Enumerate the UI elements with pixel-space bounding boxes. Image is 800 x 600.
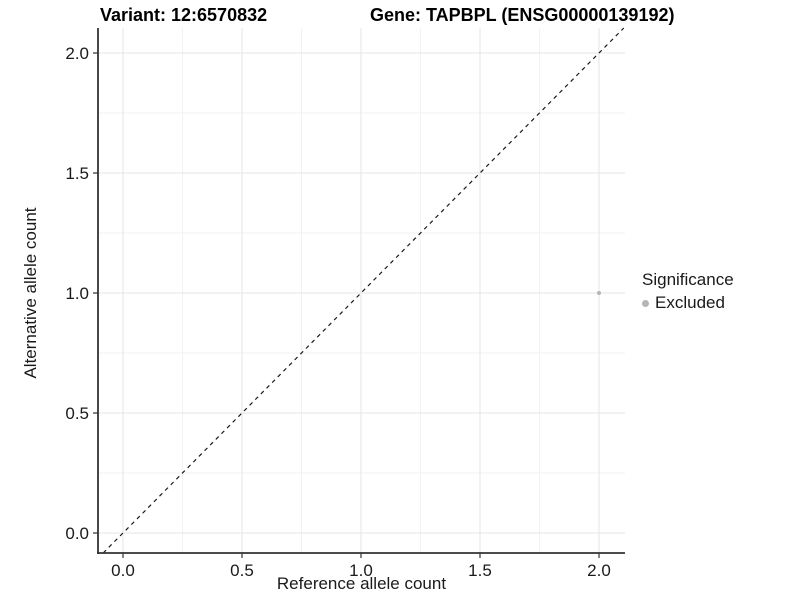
x-tick-label: 1.5 — [468, 561, 492, 580]
x-axis-title: Reference allele count — [276, 574, 447, 593]
x-tick-label: 1.0 — [349, 561, 373, 580]
gene-title: Gene: TAPBPL (ENSG00000139192) — [370, 5, 675, 25]
data-point — [597, 291, 601, 295]
legend: Significance Excluded — [640, 270, 734, 313]
excluded-point-icon — [642, 299, 649, 307]
y-tick-label: 1.5 — [65, 164, 89, 183]
y-axis-title: Alternative allele count — [21, 207, 40, 379]
identity-dashed-line — [102, 27, 625, 554]
variant-title: Variant: 12:6570832 — [100, 5, 268, 25]
legend-entry-label: Excluded — [655, 293, 725, 312]
x-tick-label: 0.0 — [111, 561, 135, 580]
y-tick-label: 2.0 — [65, 44, 89, 63]
y-tick-label: 1.0 — [65, 284, 89, 303]
x-tick-label: 0.5 — [230, 561, 254, 580]
x-tick-label: 2.0 — [587, 561, 611, 580]
legend-entry-excluded: Excluded — [642, 293, 734, 313]
y-tick-label: 0.0 — [65, 524, 89, 543]
y-tick-label: 0.5 — [65, 404, 89, 423]
legend-title: Significance — [642, 270, 734, 289]
